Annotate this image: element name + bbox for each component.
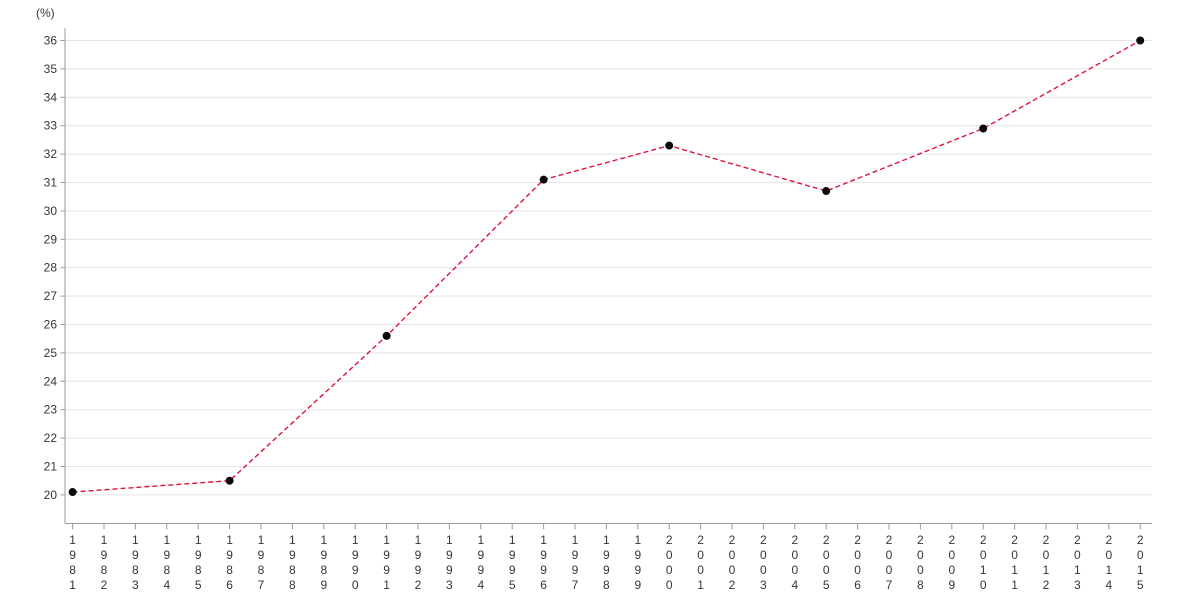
data-point-1991: [382, 331, 391, 340]
data-point-2005: [822, 187, 831, 196]
y-tick-label-27: 27: [44, 289, 58, 303]
y-tick-label-28: 28: [44, 261, 58, 275]
y-tick-label-21: 21: [44, 460, 58, 474]
y-tick-label-30: 30: [44, 204, 58, 218]
y-tick-label-22: 22: [44, 431, 58, 445]
data-point-1981: [68, 488, 77, 497]
y-tick-label-31: 31: [44, 176, 58, 190]
data-line-percentage: [72, 39, 1141, 493]
data-point-2000: [665, 141, 674, 150]
data-point-2010: [979, 124, 988, 133]
y-tick-label-34: 34: [44, 90, 58, 104]
y-tick-label-26: 26: [44, 318, 58, 332]
y-tick-label-35: 35: [44, 62, 58, 76]
y-tick-label-23: 23: [44, 403, 58, 417]
data-point-1986: [225, 476, 234, 485]
y-tick-label-29: 29: [44, 232, 58, 246]
y-tick-label-20: 20: [44, 488, 58, 502]
data-point-2015: [1136, 36, 1145, 45]
data-point-1996: [539, 175, 548, 184]
y-axis-unit-label: (%): [36, 6, 55, 20]
y-tick-label-36: 36: [44, 34, 58, 48]
y-tick-label-32: 32: [44, 147, 58, 161]
y-tick-label-33: 33: [44, 119, 58, 133]
y-tick-label-25: 25: [44, 346, 58, 360]
y-tick-label-24: 24: [44, 374, 58, 388]
